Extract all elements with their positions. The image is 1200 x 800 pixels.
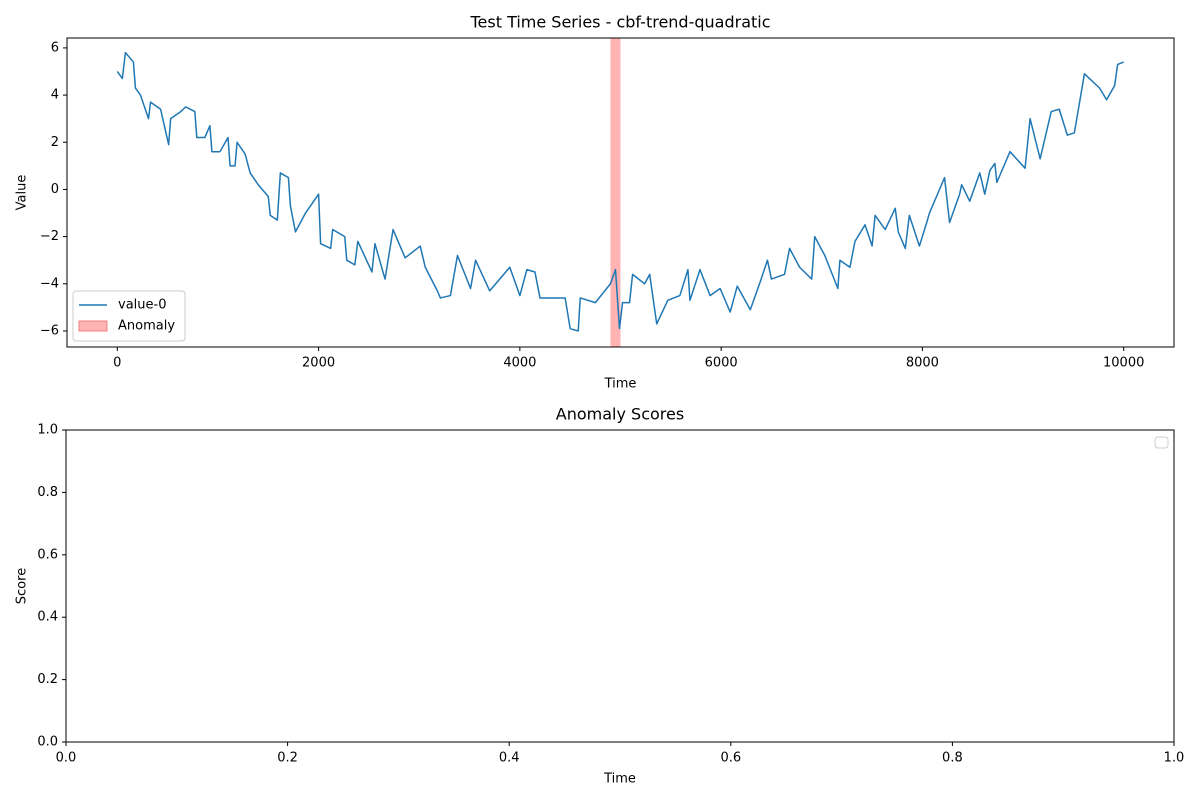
legend-swatch bbox=[78, 320, 108, 332]
x-tick-label: 8000 bbox=[906, 356, 939, 371]
y-axis-label: Value bbox=[15, 175, 30, 211]
plot-frame bbox=[65, 429, 1175, 743]
y-tick-label: 0.4 bbox=[37, 610, 58, 625]
y-tick-label: 0.8 bbox=[37, 485, 58, 500]
data-line bbox=[116, 51, 1124, 332]
y-tick-label: −2 bbox=[40, 229, 59, 244]
x-tick-label: 2000 bbox=[302, 356, 335, 371]
y-axis-label: Score bbox=[15, 568, 30, 604]
x-tick-label: 0.6 bbox=[720, 751, 741, 766]
x-tick-label: 1.0 bbox=[1164, 751, 1185, 766]
y-tick-label: 4 bbox=[51, 88, 59, 103]
y-tick-label: 2 bbox=[51, 135, 59, 150]
x-tick-label: 0.2 bbox=[277, 751, 298, 766]
anomaly-span bbox=[610, 38, 621, 347]
x-tick-label: 0 bbox=[113, 356, 121, 371]
x-tick-label: 6000 bbox=[705, 356, 738, 371]
x-axis-label: Time bbox=[603, 772, 636, 787]
x-tick-label: 0.8 bbox=[942, 751, 963, 766]
chart-title: Test Time Series - cbf-trend-quadratic bbox=[469, 13, 770, 32]
legend-box bbox=[1154, 436, 1169, 449]
x-tick-label: 0.4 bbox=[499, 751, 520, 766]
y-tick-label: 0.6 bbox=[37, 547, 58, 562]
plot-frame bbox=[66, 37, 1175, 348]
y-tick-label: 0.0 bbox=[37, 735, 58, 750]
y-tick-label: 0.2 bbox=[37, 672, 58, 687]
chart-title: Anomaly Scores bbox=[556, 405, 684, 424]
y-tick-label: 6 bbox=[51, 40, 59, 55]
y-tick-label: 1.0 bbox=[37, 423, 58, 438]
legend-label: Anomaly bbox=[118, 319, 175, 334]
x-tick-label: 10000 bbox=[1103, 356, 1144, 371]
legend-label: value-0 bbox=[118, 298, 166, 313]
x-tick-label: 4000 bbox=[503, 356, 536, 371]
y-tick-label: 0 bbox=[51, 182, 59, 197]
y-tick-label: −4 bbox=[40, 276, 59, 291]
x-axis-label: Time bbox=[604, 377, 637, 392]
x-tick-label: 0.0 bbox=[56, 751, 77, 766]
y-tick-label: −6 bbox=[40, 323, 59, 338]
